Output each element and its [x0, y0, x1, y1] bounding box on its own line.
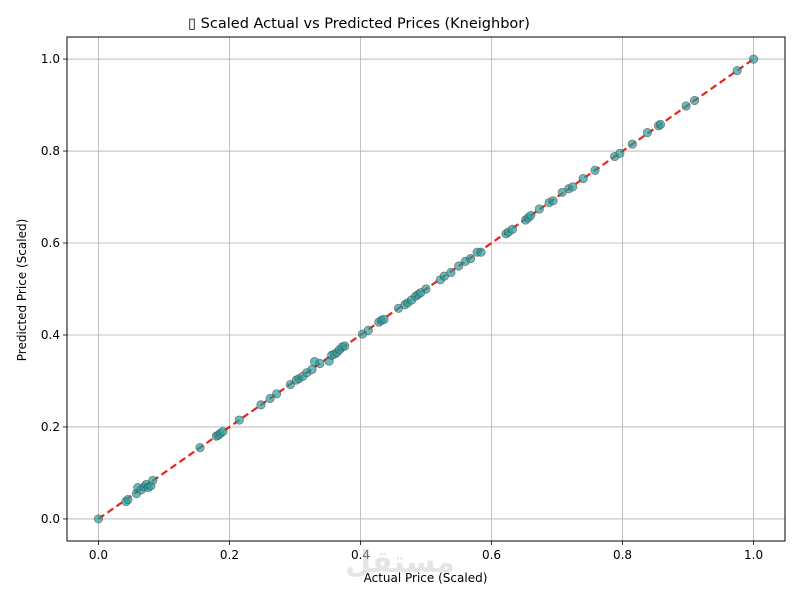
plot-frame — [66, 36, 786, 542]
data-point — [748, 54, 759, 64]
data-point — [123, 495, 133, 505]
y-tick-label: 0.4 — [41, 328, 60, 342]
data-point — [507, 224, 518, 234]
x-tick-label: 0.0 — [89, 548, 108, 562]
data-point — [234, 415, 244, 425]
data-point — [315, 358, 325, 369]
data-point — [454, 261, 464, 271]
ticks: 0.0 0.2 0.4 0.6 0.8 1.0 0.0 0.2 0.4 0.6 0.8 1.0 — [41, 52, 763, 562]
data-point — [590, 165, 600, 175]
data-point — [379, 314, 389, 324]
y-tick-label: 0.8 — [41, 144, 60, 158]
data-point — [272, 389, 282, 399]
data-point — [732, 65, 742, 76]
data-point — [476, 247, 486, 257]
data-point — [681, 101, 691, 111]
data-point — [195, 443, 205, 453]
points-layer — [93, 54, 759, 524]
y-tick-label: 0.0 — [41, 512, 60, 526]
y-tick-label: 1.0 — [41, 52, 60, 66]
data-point — [340, 341, 350, 351]
x-tick-label: 0.8 — [613, 548, 632, 562]
x-tick-label: 0.2 — [220, 548, 239, 562]
data-point — [526, 210, 536, 221]
data-point — [446, 267, 456, 278]
data-point — [578, 174, 588, 184]
x-tick-label: 0.6 — [482, 548, 501, 562]
data-point — [363, 325, 373, 335]
watermark: مستقل — [345, 545, 455, 580]
y-axis-label: Predicted Price (Scaled) — [15, 219, 29, 362]
data-point — [421, 284, 431, 294]
data-point — [256, 400, 266, 410]
data-point — [218, 426, 228, 437]
x-tick-label: 0.4 — [351, 548, 370, 562]
data-point — [93, 514, 104, 524]
data-point — [534, 204, 544, 214]
data-point — [655, 119, 666, 129]
x-axis-label: Actual Price (Scaled) — [364, 571, 488, 585]
data-point — [615, 148, 625, 158]
y-tick-label: 0.6 — [41, 236, 60, 250]
data-point — [627, 139, 637, 149]
data-point — [568, 182, 578, 192]
chart-title: ▯ Scaled Actual vs Predicted Prices (Kne… — [188, 16, 530, 32]
data-point — [465, 254, 476, 264]
data-point — [307, 364, 317, 375]
data-point — [265, 393, 275, 404]
data-point — [642, 128, 653, 138]
data-point — [148, 475, 158, 485]
grid — [67, 37, 785, 541]
x-tick-label: 1.0 — [744, 548, 763, 562]
data-point — [689, 95, 700, 106]
data-point — [548, 196, 558, 206]
y-tick-label: 0.2 — [41, 420, 60, 434]
